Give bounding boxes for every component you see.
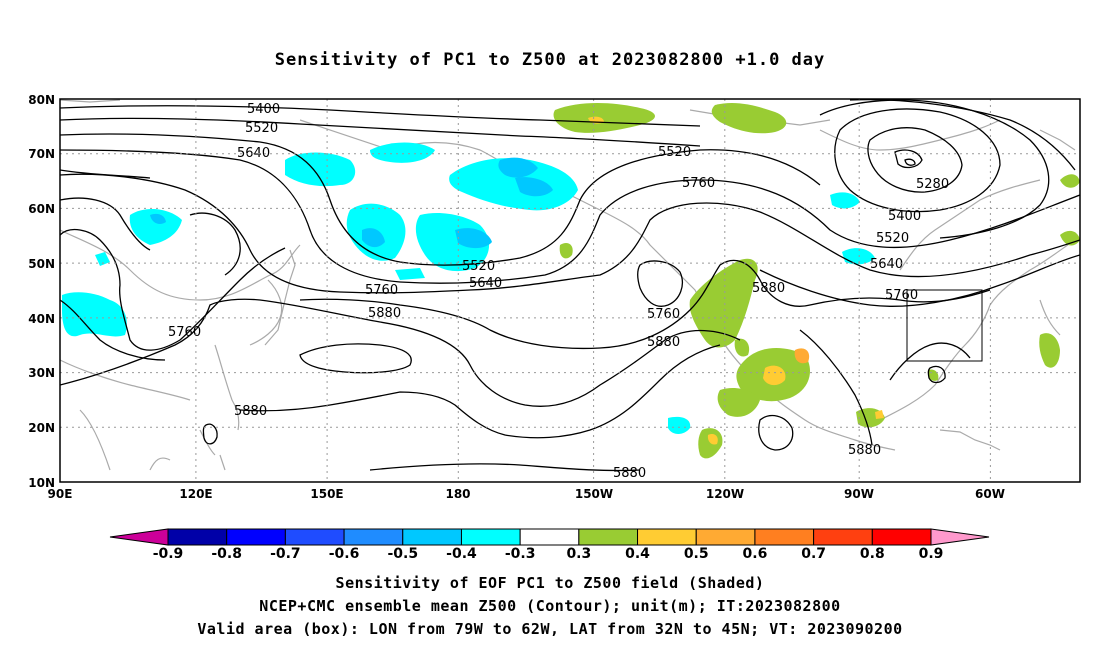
colorbar-label: 0.6 [743,546,768,562]
contour-label: 5520 [876,231,909,246]
coastlines [60,99,1076,471]
colorbar-swatch [226,528,286,546]
colorbar-swatch [578,528,639,546]
map-frame [59,98,1081,483]
contour-label: 5400 [888,209,921,224]
gridlines [60,99,1080,482]
lat-label: 50N [28,257,55,271]
lon-label: 150E [310,487,343,501]
colorbar-swatch [402,528,462,546]
contour-label: 5400 [247,102,280,117]
colorbar-swatch [284,528,345,546]
colorbar-label: 0.5 [684,546,709,562]
latitude-labels: 80N 70N 60N 50N 40N 30N 20N 10N [28,93,55,490]
contour-label: 5880 [752,281,785,296]
lon-label: 150W [575,487,613,501]
contour-labels: 5400 5520 5640 5520 5760 5280 5400 5520 … [168,102,949,481]
map-plot-area: 5400 5520 5640 5520 5760 5280 5400 5520 … [60,99,1080,482]
colorbar-labels: -0.9 -0.8 -0.7 -0.6 -0.5 -0.4 -0.3 0.3 0.4 0.5 0.6… [153,546,944,562]
lon-label: 90W [844,487,874,501]
colorbar-label: 0.3 [566,546,591,562]
contour-label: 5280 [916,177,949,192]
colorbar-high-end [930,528,990,546]
colorbar-swatch [343,528,404,546]
sensitivity-shading [62,102,1080,459]
caption-line-1: Sensitivity of EOF PC1 to Z500 field (Sh… [335,574,765,592]
caption-line-3: Valid area (box): LON from 79W to 62W, L… [197,620,903,638]
colorbar-swatch [167,528,228,546]
colorbar-label: 0.8 [860,546,885,562]
colorbar-label: -0.7 [270,546,301,562]
lat-label: 10N [28,476,55,490]
contour-label: 5760 [365,283,398,298]
caption-line-2: NCEP+CMC ensemble mean Z500 (Contour); u… [259,597,841,615]
colorbar-label: 0.9 [919,546,944,562]
colorbar-swatch [460,528,521,546]
contour-label: 5880 [613,466,646,481]
colorbar-boxes [167,528,932,546]
lon-label: 180 [445,487,470,501]
contour-label: 5760 [885,288,918,303]
colorbar-label: -0.3 [505,546,536,562]
colorbar-swatch [695,528,756,546]
colorbar-swatch [519,528,580,546]
lat-label: 60N [28,202,55,216]
colorbar-low-end [109,528,169,546]
lon-label: 120E [179,487,212,501]
colorbar-label: 0.7 [801,546,826,562]
colorbar-label: -0.9 [153,546,184,562]
lat-label: 20N [28,421,55,435]
colorbar-swatch [871,528,932,546]
z500-contours [60,99,1080,472]
lat-label: 40N [28,312,55,326]
lat-label: 80N [28,93,55,107]
colorbar-label: -0.5 [387,546,418,562]
contour-label: 5640 [469,276,502,291]
map-title: Sensitivity of PC1 to Z500 at 2023082800… [274,50,826,70]
contour-label: 5760 [682,176,715,191]
colorbar-label: 0.4 [625,546,650,562]
contour-label: 5880 [368,306,401,321]
contour-label: 5880 [848,443,881,458]
colorbar-label: -0.6 [329,546,360,562]
contour-label: 5520 [658,145,691,160]
colorbar: -0.9 -0.8 -0.7 -0.6 -0.5 -0.4 -0.3 0.3 0.4 0.5 0.6… [109,528,990,562]
contour-label: 5520 [245,121,278,136]
lon-label: 120W [706,487,744,501]
valid-area-box [906,289,983,362]
contour-label: 5520 [462,259,495,274]
contour-label: 5640 [870,257,903,272]
contour-label: 5880 [234,404,267,419]
longitude-labels: 90E 120E 150E 180 150W 120W 90W 60W [48,487,1005,501]
lon-label: 90E [48,487,73,501]
colorbar-swatch [754,528,815,546]
contour-label: 5760 [647,307,680,322]
lon-label: 60W [975,487,1005,501]
lat-label: 70N [28,147,55,161]
lat-label: 30N [28,366,55,380]
colorbar-swatch [813,528,873,546]
contour-label: 5760 [168,325,201,340]
colorbar-label: -0.4 [446,546,477,562]
colorbar-swatch [637,528,697,546]
colorbar-label: -0.8 [211,546,242,562]
contour-label: 5880 [647,335,680,350]
